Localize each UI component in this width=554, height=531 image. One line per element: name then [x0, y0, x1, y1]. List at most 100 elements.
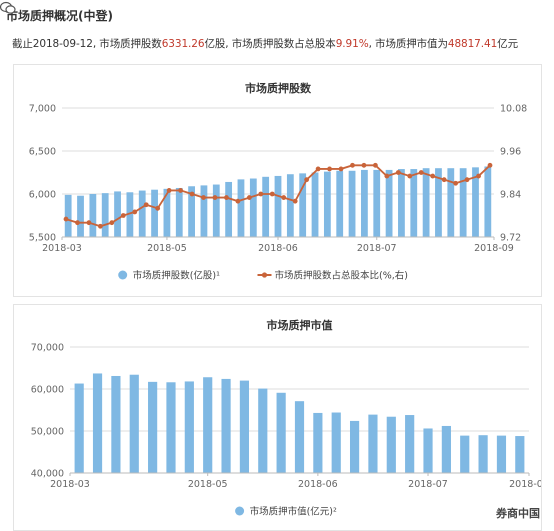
y-tick-label: 6,500 — [29, 147, 56, 158]
summary-mid2: , 市场质押市值为 — [368, 38, 448, 50]
bar — [286, 174, 294, 237]
ratio-point — [338, 166, 344, 172]
bar — [126, 192, 134, 237]
wechat-icon — [0, 1, 16, 14]
x-tick-label: 2018-03 — [50, 479, 90, 490]
bar — [460, 435, 470, 473]
ratio-point — [487, 162, 493, 168]
bar — [148, 381, 158, 473]
bar — [398, 169, 405, 237]
bar — [138, 190, 146, 237]
ratio-point — [361, 162, 367, 168]
bar — [101, 193, 109, 237]
bar — [188, 186, 195, 237]
chart-title: 市场质押市值 — [267, 318, 333, 332]
bar — [184, 381, 194, 473]
bar — [89, 194, 97, 237]
bar — [114, 191, 121, 237]
bar — [422, 168, 430, 237]
bar — [294, 401, 305, 473]
ratio-point — [453, 180, 459, 186]
bar — [311, 172, 319, 237]
ratio-point — [178, 188, 183, 193]
ratio-point — [97, 223, 103, 229]
ratio-point — [373, 162, 378, 168]
legend-label: 市场质押市值(亿元)² — [250, 506, 337, 518]
pledged-value-chart-panel: 市场质押市值 70,000 60,000 50,000 40,000 2018-03 201… — [13, 304, 542, 531]
bar — [77, 195, 84, 237]
y2-tick-label: 10.08 — [500, 104, 527, 115]
bar — [386, 416, 396, 473]
bar — [368, 414, 378, 473]
bar — [447, 168, 455, 237]
ratio-point — [75, 220, 80, 226]
bar — [323, 171, 331, 237]
x-tick-label: 2018-05 — [188, 479, 228, 490]
bar — [435, 168, 442, 237]
ratio-point — [441, 177, 447, 183]
bar — [200, 185, 208, 237]
bar — [405, 415, 415, 473]
legend-swatch-bar — [235, 506, 245, 516]
legend-swatch-marker — [261, 272, 268, 278]
legend-label: 市场质押股数(亿股)¹ — [133, 270, 220, 282]
header: 市场质押概况(中登) — [0, 0, 554, 28]
bar — [336, 170, 344, 237]
bar — [349, 420, 360, 473]
bar — [331, 412, 341, 473]
ratio-point — [315, 166, 321, 172]
ratio-point — [350, 162, 355, 168]
bar — [258, 388, 268, 473]
ratio-point — [269, 191, 275, 197]
bar — [151, 189, 158, 237]
ratio-point — [109, 220, 115, 226]
page-title: 市场质押概况(中登) — [6, 9, 113, 23]
y2-tick-label: 9.72 — [500, 233, 521, 244]
ratio-point — [292, 198, 298, 204]
ratio-point — [166, 188, 172, 193]
bar — [274, 175, 282, 237]
bar — [478, 435, 488, 473]
bar — [515, 436, 525, 473]
bar — [225, 181, 233, 237]
x-tick-label: 2018-06 — [298, 479, 338, 490]
bar — [129, 374, 139, 473]
y-tick-label: 70,000 — [31, 343, 64, 354]
x-tick-label: 2018-07 — [357, 243, 397, 254]
ratio-point — [258, 191, 264, 197]
bar — [459, 168, 467, 237]
summary-shares: 6331.26 — [161, 38, 205, 50]
bar — [313, 412, 323, 473]
ratio-point — [189, 191, 195, 197]
bar — [111, 375, 121, 473]
legend-swatch-bar — [118, 270, 128, 280]
ratio-point — [132, 209, 138, 215]
ratio-point — [201, 195, 206, 200]
y-tick-label: 5,500 — [29, 233, 56, 244]
bar — [203, 377, 213, 473]
bar — [373, 169, 381, 237]
bar — [237, 179, 245, 237]
summary-ratio: 9.91% — [335, 38, 369, 50]
ratio-point — [143, 202, 149, 208]
bar — [249, 178, 257, 237]
ratio-point — [281, 195, 287, 200]
bar — [64, 194, 72, 237]
bar — [299, 173, 307, 237]
ratio-point — [464, 177, 470, 183]
x-tick-label: 2018-05 — [147, 243, 187, 254]
x-tick-label: 2018-07 — [408, 479, 448, 490]
pledged-shares-chart-panel: 市场质押股数 7,000 6,500 6,000 5,500 10.08 9.96 9.84 9… — [13, 64, 542, 297]
summary-mid1: 亿股, 市场质押股数占总股本 — [204, 38, 336, 50]
ratio-point — [120, 213, 126, 218]
ratio-point — [63, 216, 69, 222]
ratio-point — [327, 166, 332, 172]
ratio-point — [212, 195, 218, 200]
bar — [423, 428, 433, 473]
ratio-point — [430, 173, 436, 179]
summary-value: 48817.41 — [447, 38, 498, 50]
y-tick-label: 6,000 — [29, 190, 56, 201]
ratio-point — [395, 170, 401, 175]
bar — [212, 184, 220, 237]
